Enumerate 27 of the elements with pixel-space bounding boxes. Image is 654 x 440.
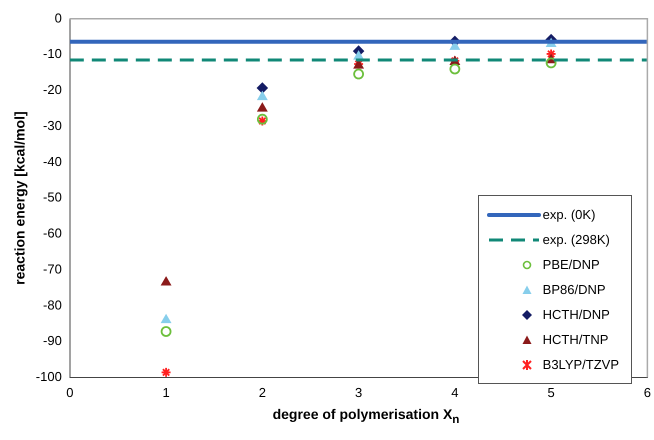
x-tick-label: 5 [548, 384, 555, 400]
x-tick-label: 6 [644, 384, 651, 400]
y-tick-label: -10 [43, 46, 62, 62]
legend-label: exp. (0K) [542, 207, 596, 222]
legend-label: HCTH/DNP [542, 307, 610, 322]
y-tick-label: 0 [54, 10, 62, 26]
x-tick-label: 4 [451, 384, 458, 400]
legend-label: exp. (298K) [542, 232, 610, 247]
y-tick-label: -50 [43, 190, 62, 205]
x-tick-label: 1 [162, 384, 170, 400]
legend-label: B3LYP/TZVP [542, 357, 619, 372]
y-tick-label: -60 [43, 226, 62, 241]
legend-label: BP86/DNP [542, 282, 606, 297]
legend-label: PBE/DNP [542, 257, 600, 272]
x-tick-label: 2 [258, 384, 266, 400]
y-tick-label: -100 [36, 368, 62, 384]
y-tick-label: -80 [43, 297, 62, 312]
y-axis-title: reaction energy [kcal/mol] [11, 111, 28, 285]
y-tick-label: -70 [43, 261, 62, 276]
y-tick-label: -30 [43, 118, 62, 133]
y-tick-label: -90 [43, 333, 62, 348]
y-tick-label: -20 [43, 82, 62, 98]
legend-label: HCTH/TNP [542, 332, 608, 347]
x-tick-label: 0 [66, 384, 74, 400]
y-tick-label: -40 [43, 154, 62, 169]
x-tick-label: 3 [354, 384, 362, 400]
x-axis-title: degree of polymerisation X$_{n}$ [272, 406, 460, 426]
